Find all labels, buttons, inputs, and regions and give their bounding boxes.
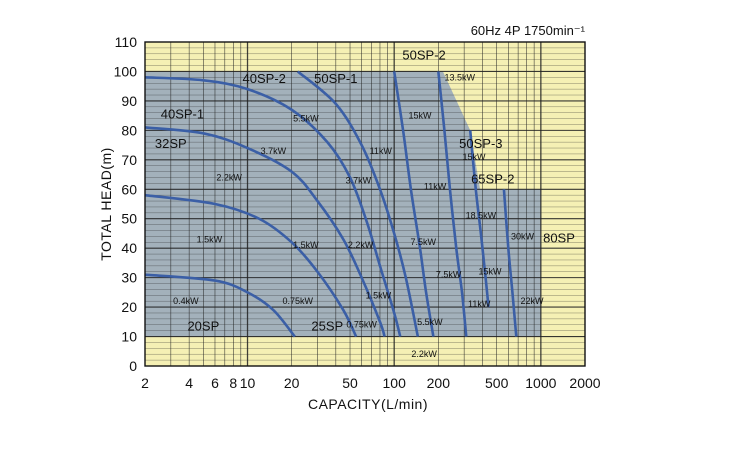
series-labels: 20SP 25SP 32SP 40SP-1 40SP-2 50SP-1 50SP-2 50SP… xyxy=(155,48,575,334)
series-label: 50SP-1 xyxy=(314,71,357,86)
power-label: 13.5kW xyxy=(445,72,476,82)
x-tick-label: 8 xyxy=(229,375,237,391)
x-tick-label: 500 xyxy=(485,375,509,391)
series-label: 50SP-2 xyxy=(402,48,445,63)
y-tick-label: 20 xyxy=(121,299,137,315)
curves xyxy=(144,70,518,338)
power-label: 15kW xyxy=(478,267,502,277)
power-label: 15kW xyxy=(409,111,433,121)
power-label: 2.2kW xyxy=(411,349,437,359)
series-label: 50SP-3 xyxy=(459,136,502,151)
y-tick-label: 70 xyxy=(121,152,137,168)
y-tick-label: 90 xyxy=(121,93,137,109)
curve-40sp-1 xyxy=(144,126,386,337)
series-label: 32SP xyxy=(155,136,187,151)
power-label: 11kW xyxy=(468,299,491,309)
power-label: 2.2kW xyxy=(216,172,242,182)
x-tick-label: 100 xyxy=(383,375,407,391)
y-tick-label: 100 xyxy=(114,63,138,79)
x-tick-label: 200 xyxy=(427,375,451,391)
power-label: 11kW xyxy=(424,181,447,191)
curve-50sp-3 xyxy=(437,71,468,337)
y-tick-label: 60 xyxy=(121,181,137,197)
chart-title: 60Hz 4P 1750min⁻¹ xyxy=(471,23,586,38)
y-tick-label: 40 xyxy=(121,240,137,256)
power-label: 5.5kW xyxy=(417,317,443,327)
power-label: 11kW xyxy=(370,146,393,156)
power-label: 7.5kW xyxy=(436,270,462,280)
curve-80sp xyxy=(502,189,518,337)
curve-50sp-2 xyxy=(392,71,435,337)
series-label: 25SP xyxy=(311,319,343,334)
power-label: 3.7kW xyxy=(261,146,287,156)
power-label: 0.75kW xyxy=(346,320,377,330)
power-label: 2.2kW xyxy=(348,240,374,250)
y-tick-label: 50 xyxy=(121,211,137,227)
power-label: 1.5kW xyxy=(197,234,223,244)
curve-40sp-2 xyxy=(144,76,402,337)
x-tick-label: 4 xyxy=(185,375,193,391)
power-label: 22kW xyxy=(520,296,544,306)
power-label: 30kW xyxy=(511,231,535,241)
y-axis-label: TOTAL HEAD(m) xyxy=(98,147,114,261)
x-tick-label: 1000 xyxy=(525,375,556,391)
power-label: 0.75kW xyxy=(282,296,313,306)
x-axis-label: CAPACITY(L/min) xyxy=(308,396,428,412)
power-label: 1.5kW xyxy=(293,240,319,250)
power-label: 1.5kW xyxy=(366,290,392,300)
power-label: 5.5kW xyxy=(293,114,319,124)
x-tick-label: 2 xyxy=(141,375,149,391)
x-tick-label: 50 xyxy=(342,375,358,391)
curve-32sp xyxy=(144,193,358,338)
series-label: 80SP xyxy=(543,230,575,245)
power-label: 18.5kW xyxy=(466,211,497,221)
curve-20sp xyxy=(144,273,296,338)
power-label: 0.4kW xyxy=(173,296,199,306)
plot-frame xyxy=(144,41,586,367)
power-label: 3.7kW xyxy=(346,175,372,185)
x-tick-label: 10 xyxy=(240,375,256,391)
series-label: 20SP xyxy=(187,319,219,334)
power-labels: 0.4kW 1.5kW 2.2kW 3.7kW 5.5kW 0.75kW 1.5kW 0.75… xyxy=(173,72,544,359)
y-ticks: 0 10 20 30 40 50 60 70 80 90 100 110 xyxy=(114,34,138,374)
x-tick-label: 2000 xyxy=(569,375,600,391)
y-tick-label: 10 xyxy=(121,329,137,345)
series-label: 65SP-2 xyxy=(471,171,514,186)
power-label: 7.5kW xyxy=(411,237,437,247)
curve-65sp-2 xyxy=(468,130,490,308)
y-tick-label: 0 xyxy=(129,358,137,374)
y-tick-label: 110 xyxy=(115,34,138,50)
y-tick-label: 30 xyxy=(121,270,137,286)
curve-50sp-1 xyxy=(296,70,420,337)
x-tick-label: 6 xyxy=(211,375,219,391)
y-tick-label: 80 xyxy=(121,122,137,138)
series-label: 40SP-1 xyxy=(161,107,204,122)
x-tick-label: 20 xyxy=(284,375,300,391)
operating-region xyxy=(145,71,541,337)
power-label: 15kW xyxy=(462,152,486,162)
series-label: 40SP-2 xyxy=(243,71,286,86)
x-ticks: 2 4 6 8 10 20 50 100 200 500 1000 2000 xyxy=(141,375,601,391)
